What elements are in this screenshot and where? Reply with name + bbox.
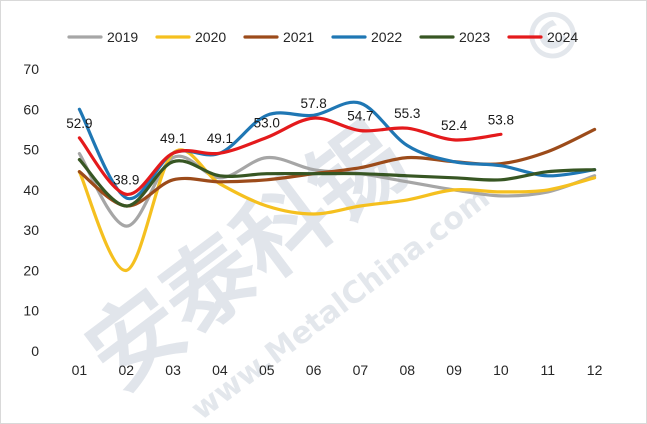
legend-label-2021: 2021 xyxy=(283,29,314,45)
data-label: 52.4 xyxy=(441,118,468,133)
y-tick-label: 40 xyxy=(23,182,39,198)
data-label: 54.7 xyxy=(347,109,373,124)
data-label: 53.0 xyxy=(254,115,280,130)
series-line-2020 xyxy=(77,148,597,272)
x-tick-label: 05 xyxy=(259,362,275,378)
legend-label-2024: 2024 xyxy=(547,29,578,45)
legend-label-2020: 2020 xyxy=(195,29,226,45)
x-tick-label: 06 xyxy=(306,362,322,378)
y-tick-label: 20 xyxy=(23,262,39,278)
x-axis: 01 02 03 04 05 06 07 08 09 10 11 12 xyxy=(72,362,603,378)
x-tick-label: 09 xyxy=(446,362,462,378)
y-tick-label: 60 xyxy=(23,101,39,117)
legend-label-2019: 2019 xyxy=(107,29,138,45)
data-label: 49.1 xyxy=(207,131,233,146)
y-tick-label: 50 xyxy=(23,142,39,158)
series-line-2023 xyxy=(77,158,597,208)
x-tick-label: 07 xyxy=(353,362,369,378)
x-tick-label: 02 xyxy=(118,362,134,378)
legend: 2019 2020 2021 2022 2023 2024 xyxy=(67,29,578,45)
legend-label-2022: 2022 xyxy=(371,29,402,45)
data-label: 49.1 xyxy=(160,131,186,146)
x-tick-label: 12 xyxy=(587,362,603,378)
data-labels: 52.9 38.9 49.1 49.1 53.0 57.8 54.7 55.3 52.4 53.8 xyxy=(66,96,514,187)
series-lines xyxy=(77,100,597,272)
data-label: 57.8 xyxy=(300,96,326,111)
data-label: 52.9 xyxy=(66,116,92,131)
x-tick-label: 04 xyxy=(212,362,228,378)
y-tick-label: 70 xyxy=(23,61,39,77)
series-line-2019 xyxy=(77,152,597,228)
x-tick-label: 11 xyxy=(540,362,555,378)
data-label: 55.3 xyxy=(394,106,420,121)
y-axis: 0 10 20 30 40 50 60 70 xyxy=(23,61,39,359)
data-label: 53.8 xyxy=(488,112,514,127)
x-tick-label: 03 xyxy=(165,362,181,378)
legend-label-2023: 2023 xyxy=(459,29,490,45)
x-tick-label: 01 xyxy=(72,362,88,378)
data-label: 38.9 xyxy=(113,172,139,187)
series-line-2024 xyxy=(77,116,503,196)
series-line-2022 xyxy=(77,100,597,201)
y-tick-label: 0 xyxy=(31,343,39,359)
series-line-2021 xyxy=(77,127,597,208)
y-tick-label: 30 xyxy=(23,222,39,238)
x-tick-label: 08 xyxy=(399,362,415,378)
x-tick-label: 10 xyxy=(493,362,509,378)
y-tick-label: 10 xyxy=(23,303,39,319)
